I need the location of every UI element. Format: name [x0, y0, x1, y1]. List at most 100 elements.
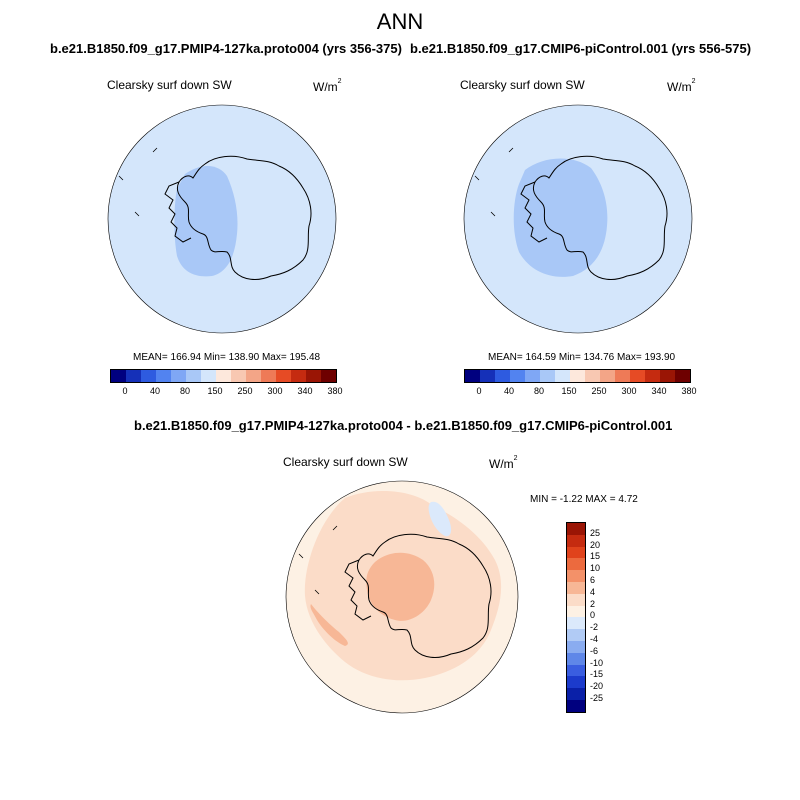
panel3-colorbar-swatch	[567, 570, 585, 582]
panel3-colorbar-tick-label: -15	[590, 669, 604, 680]
panel3-colorbar-tick-label: 6	[590, 575, 596, 585]
panel3-colorbar-ticks: 25 20 15 10 6 4 2 0 -2 -4 -6 -10 -15 -20 -25	[590, 522, 620, 712]
panel2-colorbar-swatch	[630, 370, 645, 382]
panel2-colorbar-tick-label: 150	[561, 386, 577, 396]
panel3-colorbar-swatch	[567, 523, 585, 535]
panel3-colorbar-swatch	[567, 581, 585, 594]
panel2-colorbar-swatch	[480, 370, 495, 382]
panel1-colorbar-swatch	[276, 370, 291, 382]
panel2-colorbar-swatch	[645, 370, 660, 382]
panel2-antarctica-coastline	[532, 155, 668, 280]
panel2-colorbar-swatch	[510, 370, 525, 382]
panel2-colorbar-swatch	[660, 370, 675, 382]
panel2-colorbar-tick-label: 380	[681, 386, 697, 396]
panel1-colorbar-tick-label: 380	[327, 386, 343, 396]
panel2-case-title: b.e21.B1850.f09_g17.CMIP6-piControl.001 …	[410, 41, 752, 56]
panel2-variable-label: Clearsky surf down SW	[460, 78, 585, 92]
panel3-colorbar-tick-label: -2	[590, 622, 599, 633]
panel1-colorbar-swatch	[126, 370, 141, 382]
panel3-colorbar-swatch	[567, 629, 585, 641]
panel3-colorbar-swatch	[567, 593, 585, 606]
panel3-colorbar	[566, 522, 586, 713]
panel3-colorbar-swatch	[567, 676, 585, 689]
panel1-antarctica-coastline	[176, 155, 312, 280]
panel3-colorbar-swatch	[567, 699, 585, 712]
panel1-units-label: W/m2	[313, 78, 342, 94]
panel3-colorbar-tick-label: -10	[590, 657, 604, 668]
figure-title: ANN	[376, 9, 424, 34]
panel2-stats: MEAN= 164.59 Min= 134.76 Max= 193.90	[488, 352, 676, 363]
panel3-colorbar-tick-label: 25	[590, 527, 601, 538]
panel1-colorbar-swatch	[171, 370, 186, 382]
panel1-colorbar-tick-label: 300	[267, 386, 283, 396]
panel1-colorbar-swatch	[321, 370, 336, 382]
panel1-polar-map	[107, 104, 337, 334]
panel1-colorbar-tick-label: 150	[207, 386, 223, 396]
panel3-colorbar-tick-label: 10	[590, 563, 601, 574]
panel1-colorbar-swatch	[291, 370, 306, 382]
panel3-colorbar-swatch	[567, 617, 585, 630]
panel1-colorbar-swatch	[156, 370, 171, 382]
panel3-antarctica-coastline	[356, 533, 492, 658]
panel2-polar-map	[463, 104, 693, 334]
panel2-colorbar-swatch	[585, 370, 600, 382]
panel3-colorbar-tick-label: -4	[590, 634, 599, 644]
panel3-variable-label: Clearsky surf down SW	[283, 455, 408, 469]
panel2-colorbar-swatch	[495, 370, 510, 382]
panel1-colorbar-swatch	[231, 370, 246, 382]
panel1-variable-label: Clearsky surf down SW	[107, 78, 232, 92]
panel3-polar-map	[285, 480, 519, 714]
panel1-colorbar-swatch	[306, 370, 321, 382]
panel3-colorbar-swatch	[567, 688, 585, 700]
panel1-stats: MEAN= 166.94 Min= 138.90 Max= 195.48	[133, 352, 321, 363]
panel2-colorbar-swatch	[600, 370, 615, 382]
panel2-colorbar-tick-label: 0	[476, 386, 482, 396]
panel1-colorbar-tick-label: 250	[237, 386, 253, 396]
panel3-colorbar-tick-label: 2	[590, 598, 596, 609]
panel3-colorbar-tick-label: 4	[590, 586, 596, 597]
panel2-low-region	[513, 158, 608, 277]
panel2-units-label: W/m2	[667, 78, 696, 94]
panel1-colorbar-tick-label: 40	[149, 386, 160, 396]
panel2-colorbar-tick-label: 40	[503, 386, 514, 396]
panel1-colorbar-tick-label: 0	[122, 386, 128, 396]
panel2-colorbar-tick-label: 250	[591, 386, 607, 396]
panel3-colorbar-tick-label: 15	[590, 551, 601, 562]
panel1-colorbar-swatch	[201, 370, 216, 382]
panel1-case-title: b.e21.B1850.f09_g17.PMIP4-127ka.proto004…	[50, 41, 402, 56]
panel2-colorbar-swatch	[555, 370, 570, 382]
panel1-colorbar-swatch	[216, 370, 231, 382]
panel3-colorbar-tick-label: -6	[590, 645, 599, 656]
panel3-colorbar-tick-label: 0	[590, 610, 596, 621]
panel2-colorbar-tick-label: 340	[651, 386, 667, 396]
panel3-colorbar-swatch	[567, 640, 585, 653]
panel3-colorbar-swatch	[567, 605, 585, 618]
panel2-colorbar	[464, 369, 691, 383]
panel1-colorbar-tick-label: 340	[297, 386, 313, 396]
panel2-colorbar-ticks: 0 40 80 150 250 300 340 380	[464, 386, 696, 398]
panel3-positive-region-inner	[366, 552, 435, 621]
panel3-colorbar-tick-label: -25	[590, 693, 604, 703]
panel3-colorbar-swatch	[567, 546, 585, 559]
panel3-colorbar-swatch	[567, 558, 585, 571]
panel3-colorbar-tick-label: 20	[590, 539, 601, 550]
panel2-colorbar-swatch	[675, 370, 690, 382]
panel3-case-title: b.e21.B1850.f09_g17.PMIP4-127ka.proto004…	[134, 418, 673, 433]
panel1-colorbar-swatch	[246, 370, 261, 382]
panel2-colorbar-swatch	[570, 370, 585, 382]
panel3-colorbar-swatch	[567, 664, 585, 677]
panel1-colorbar-swatch	[186, 370, 201, 382]
panel3-units-label: W/m2	[489, 455, 518, 471]
panel2-colorbar-swatch	[525, 370, 540, 382]
panel1-colorbar-ticks: 0 40 80 150 250 300 340 380	[110, 386, 342, 398]
panel2-colorbar-swatch	[540, 370, 555, 382]
panel1-colorbar-swatch	[141, 370, 156, 382]
panel3-colorbar-swatch	[567, 652, 585, 665]
panel3-negative-region	[428, 501, 452, 537]
panel2-colorbar-tick-label: 300	[621, 386, 637, 396]
panel2-colorbar-swatch	[465, 370, 480, 382]
panel1-colorbar	[110, 369, 337, 383]
panel1-colorbar-swatch	[261, 370, 276, 382]
panel3-colorbar-swatch	[567, 534, 585, 547]
panel3-stats: MIN = -1.22 MAX = 4.72	[530, 494, 638, 505]
